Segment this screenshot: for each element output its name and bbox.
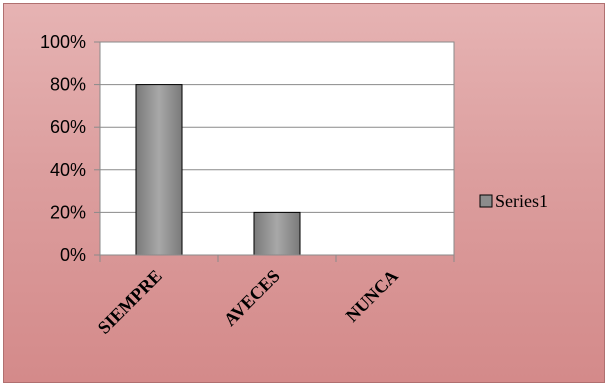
bar-siempre xyxy=(135,84,183,256)
x-tick-label-nunca: NUNCA xyxy=(342,266,402,326)
y-tick-labels: 0% 20% 40% 60% 80% 100% xyxy=(40,32,86,265)
y-tick-label: 40% xyxy=(50,160,86,180)
bars xyxy=(135,84,301,256)
y-tick-label: 60% xyxy=(50,117,86,137)
legend: Series1 xyxy=(479,191,548,211)
axes xyxy=(99,42,455,262)
x-tick-labels: SIEMPRE AVECES NUNCA xyxy=(94,266,402,338)
bar-aveces xyxy=(253,211,301,256)
x-tick-label-aveces: AVECES xyxy=(220,266,284,330)
y-tick-label: 100% xyxy=(40,32,86,52)
y-tick-label: 0% xyxy=(60,245,86,265)
legend-swatch-series1 xyxy=(479,194,493,208)
y-tick-label: 80% xyxy=(50,75,86,95)
legend-label-series1: Series1 xyxy=(495,191,548,211)
x-tick-label-siempre: SIEMPRE xyxy=(94,266,166,338)
y-tick-label: 20% xyxy=(50,202,86,222)
